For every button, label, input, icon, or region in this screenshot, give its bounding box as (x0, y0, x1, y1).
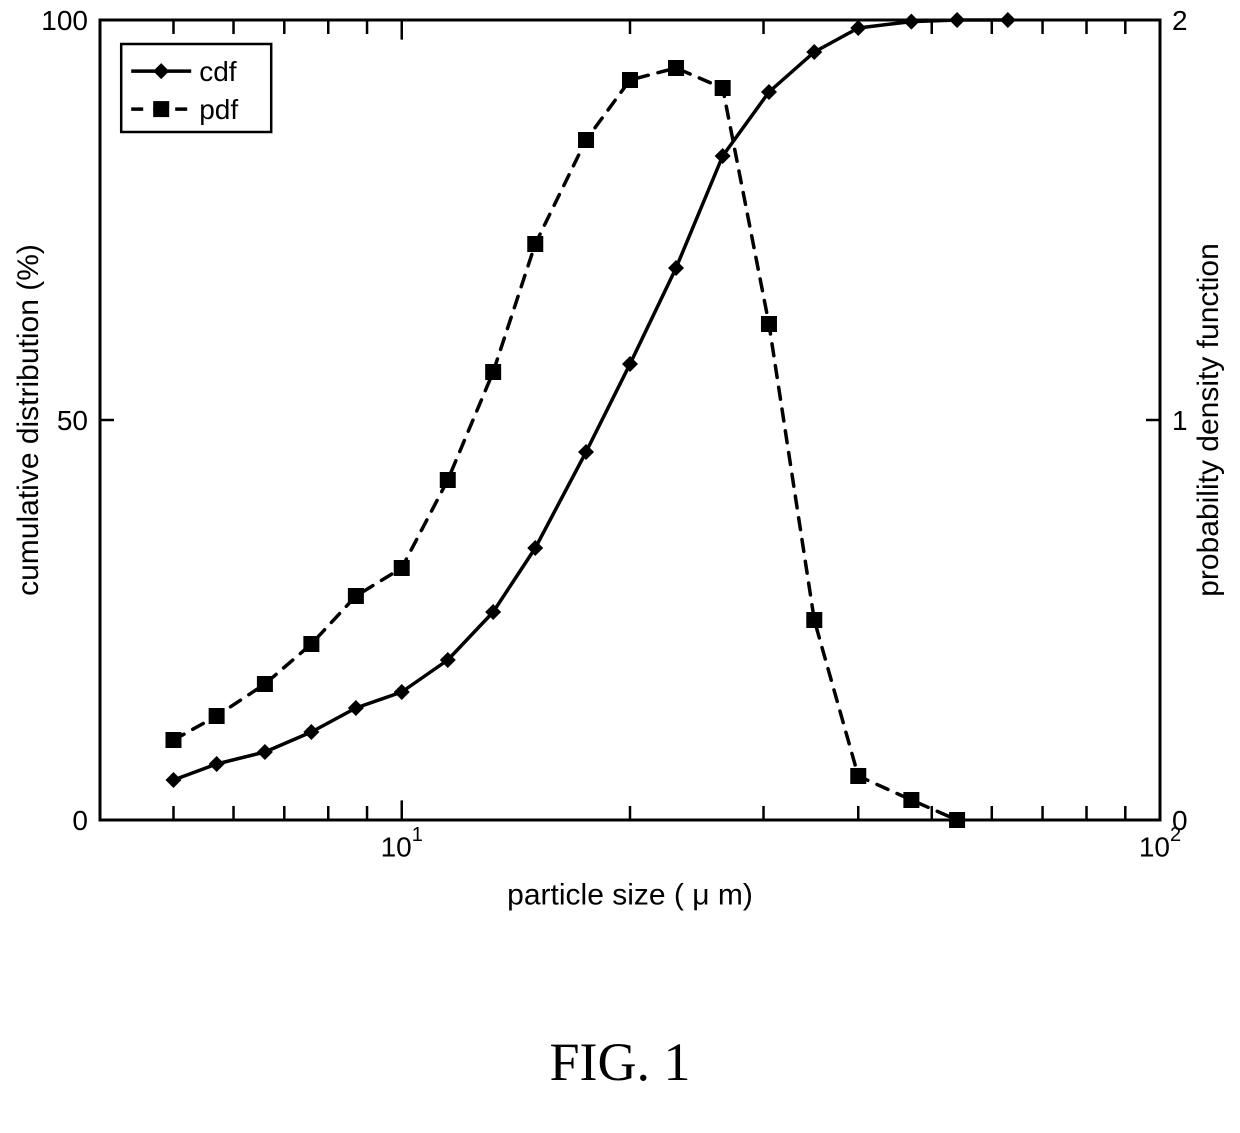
series-pdf-marker (209, 708, 225, 724)
series-pdf-marker (668, 60, 684, 76)
legend-label-cdf: cdf (199, 56, 237, 87)
series-cdf-marker (257, 744, 273, 760)
series-pdf-marker (949, 812, 965, 828)
yright-tick-label: 1 (1172, 405, 1188, 436)
series-pdf-marker (622, 72, 638, 88)
series-cdf-marker (668, 260, 684, 276)
legend-label-pdf: pdf (199, 94, 238, 125)
yleft-tick-label: 0 (72, 805, 88, 836)
series-pdf-marker (303, 636, 319, 652)
yleft-tick-label: 100 (41, 5, 88, 36)
series-pdf-marker (257, 676, 273, 692)
figure-caption: FIG. 1 (549, 1031, 690, 1093)
series-pdf-marker (527, 236, 543, 252)
series-pdf-marker (903, 792, 919, 808)
chart: 101 1 0 2 particle size ( μ m) 0 50 100 cumulati… (0, 0, 1240, 1133)
series-pdf-marker (394, 560, 410, 576)
yright-tick-label: 2 (1172, 5, 1188, 36)
series-cdf-marker (165, 772, 181, 788)
legend-box (121, 44, 271, 132)
yright-axis-title: probability density function (1192, 243, 1225, 597)
series-cdf-marker (348, 700, 364, 716)
series-cdf (165, 12, 1015, 788)
series-cdf-marker (622, 356, 638, 372)
series-pdf-marker (165, 732, 181, 748)
series-cdf-marker (209, 756, 225, 772)
series-pdf-marker (485, 364, 501, 380)
yleft-tick-label: 50 (57, 405, 88, 436)
series-cdf-marker (578, 444, 594, 460)
series-pdf-marker (850, 768, 866, 784)
yright-tick-label: 0 (1172, 805, 1188, 836)
series-pdf-marker (761, 316, 777, 332)
series-cdf-marker (850, 20, 866, 36)
series-cdf-marker (1000, 12, 1016, 28)
series-pdf-marker (348, 588, 364, 604)
series-cdf-marker (949, 12, 965, 28)
series-cdf-marker (903, 14, 919, 30)
x-tick-label: 101 (381, 824, 423, 862)
series-pdf-marker (715, 80, 731, 96)
series-pdf (165, 60, 965, 828)
yleft-axis-title: cumulative distribution (%) (12, 244, 45, 596)
x-axis-title: particle size ( μ m) (507, 878, 753, 911)
series-cdf-marker (303, 724, 319, 740)
figure: 101 1 0 2 particle size ( μ m) 0 50 100 cumulati… (0, 0, 1240, 1133)
series-pdf-marker (806, 612, 822, 628)
series-pdf-line (173, 68, 957, 820)
series-pdf-marker (578, 132, 594, 148)
legend-marker-pdf (153, 101, 169, 117)
series-pdf-marker (440, 472, 456, 488)
plot-border (100, 20, 1160, 820)
legend: cdf pdf (121, 44, 271, 132)
